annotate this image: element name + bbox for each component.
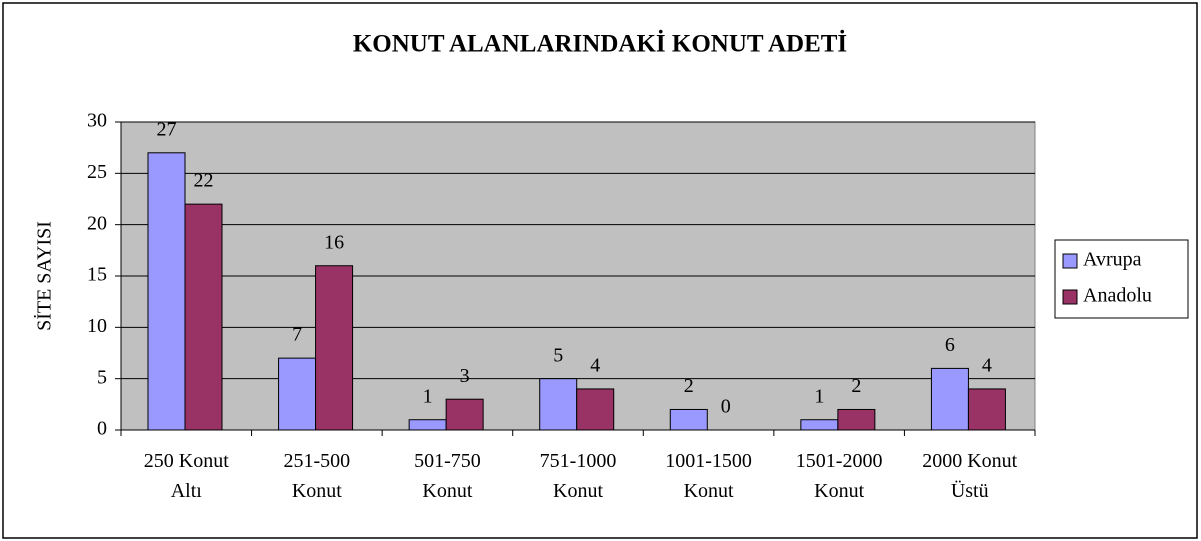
y-tick-label: 0 <box>97 418 107 440</box>
data-label: 0 <box>721 396 731 418</box>
x-tick-label-line: Üstü <box>951 479 989 502</box>
bar <box>315 265 354 431</box>
data-label: 7 <box>292 324 302 346</box>
bar <box>278 357 317 431</box>
x-tick-label-line: Konut <box>553 480 603 502</box>
x-tick-label-line: 1501-2000 <box>796 450 883 472</box>
legend-swatch <box>1062 289 1078 305</box>
data-label: 16 <box>324 231 344 253</box>
bar <box>967 388 1006 431</box>
x-tick-label-line: 251-500 <box>284 450 351 472</box>
bar <box>445 398 484 431</box>
data-label: 27 <box>157 118 177 140</box>
bar <box>147 152 186 431</box>
data-label: 4 <box>590 355 600 377</box>
x-tick-label-line: Konut <box>684 480 734 502</box>
x-tick-label: 1501-2000 Konut <box>796 450 883 502</box>
x-tick-label: 751-1000 Konut <box>540 450 617 502</box>
y-tick-label: 25 <box>87 161 107 183</box>
chart-title: KONUT ALANLARINDAKİ KONUT ADETİ <box>353 30 847 58</box>
bar <box>539 378 578 431</box>
y-tick-label: 15 <box>87 264 107 286</box>
legend-label: Anadolu <box>1083 285 1152 307</box>
data-label: 3 <box>460 365 470 387</box>
x-tick-label: 501-750 Konut <box>414 450 481 502</box>
y-tick-label: 30 <box>87 110 107 132</box>
x-tick-label-line: Konut <box>814 480 864 502</box>
data-label: 22 <box>194 170 214 192</box>
x-tick-label-line: Konut <box>292 480 342 502</box>
data-label: 5 <box>553 344 563 366</box>
x-tick-label-line: 2000 Konut <box>922 450 1017 472</box>
x-tick-label-line: Konut <box>422 480 472 502</box>
y-tick-label: 5 <box>97 366 107 388</box>
y-tick-label: 20 <box>87 212 107 234</box>
legend-swatch <box>1062 253 1078 269</box>
bar <box>669 408 708 431</box>
bar <box>800 419 839 431</box>
x-tick-label: 2000 Konut Üstü <box>922 450 1017 502</box>
x-tick-label: 251-500 Konut <box>284 450 351 502</box>
data-label: 1 <box>814 385 824 407</box>
x-tick-label-line: 751-1000 <box>540 450 617 472</box>
x-tick-label-line: 1001-1500 <box>665 450 752 472</box>
x-tick-label-line: Altı <box>171 480 203 502</box>
data-label: 6 <box>945 334 955 356</box>
data-label: 1 <box>423 385 433 407</box>
bar <box>408 419 447 431</box>
bar <box>930 367 969 431</box>
bar <box>837 408 876 431</box>
data-label: 2 <box>851 375 861 397</box>
x-tick-label: 1001-1500 Konut <box>665 450 752 502</box>
legend-box <box>1054 239 1189 319</box>
x-tick-label-line: 250 Konut <box>144 450 229 472</box>
y-tick-label: 10 <box>87 315 107 337</box>
x-tick-label: 250 Konut Altı <box>144 450 229 502</box>
data-label: 4 <box>982 355 992 377</box>
bar <box>576 388 615 431</box>
legend-label: Avrupa <box>1083 249 1142 271</box>
bar <box>184 203 223 431</box>
data-label: 2 <box>684 375 694 397</box>
x-tick-label-line: 501-750 <box>414 450 481 472</box>
y-axis-label: SİTE SAYISI <box>33 221 56 331</box>
